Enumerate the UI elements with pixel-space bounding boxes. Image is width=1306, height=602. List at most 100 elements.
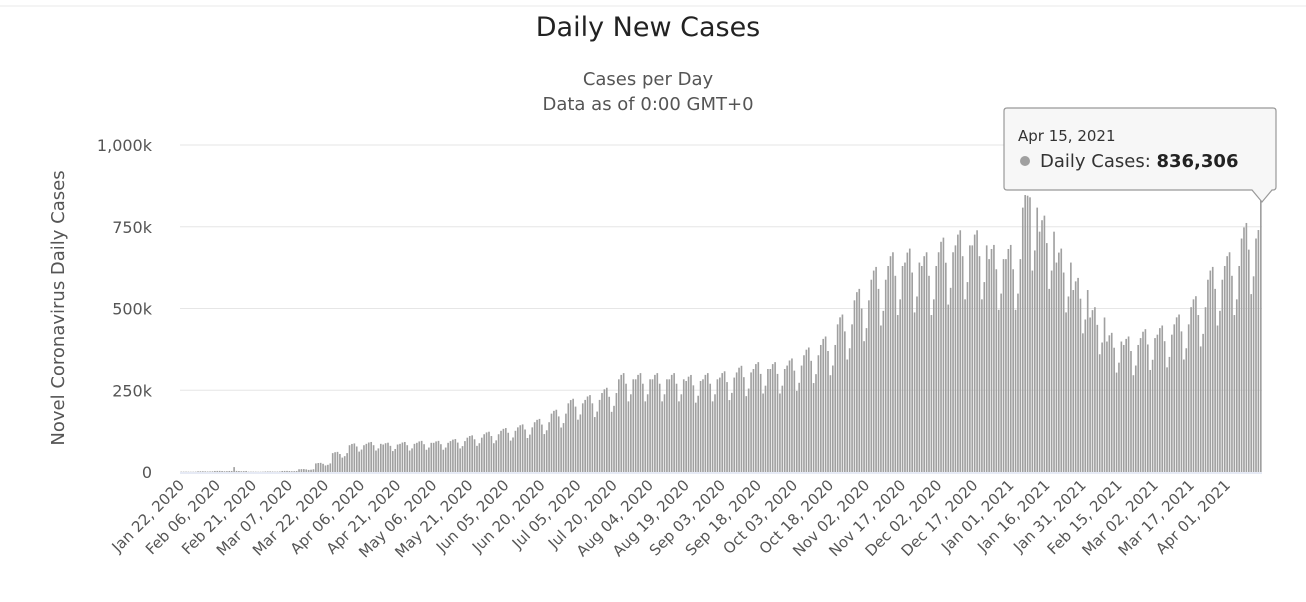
bar-daily-cases[interactable] bbox=[584, 399, 586, 472]
bar-daily-cases[interactable] bbox=[572, 398, 574, 472]
bar-daily-cases[interactable] bbox=[877, 288, 880, 472]
bar-daily-cases[interactable] bbox=[639, 373, 642, 472]
bar-daily-cases[interactable] bbox=[981, 299, 983, 472]
bar-daily-cases[interactable] bbox=[774, 362, 776, 472]
bar-daily-cases[interactable] bbox=[822, 338, 825, 472]
bar-daily-cases[interactable] bbox=[502, 428, 505, 472]
bar-daily-cases[interactable] bbox=[1050, 270, 1053, 472]
bar-daily-cases[interactable] bbox=[1002, 259, 1005, 472]
bar-daily-cases[interactable] bbox=[204, 471, 207, 472]
bar-daily-cases[interactable] bbox=[209, 471, 211, 472]
bar-daily-cases[interactable] bbox=[719, 377, 721, 472]
bar-daily-cases[interactable] bbox=[709, 383, 712, 472]
bar-daily-cases[interactable] bbox=[305, 469, 308, 472]
bar-daily-cases[interactable] bbox=[1207, 279, 1209, 472]
bar-daily-cases[interactable] bbox=[793, 370, 796, 472]
bar-daily-cases[interactable] bbox=[372, 445, 375, 472]
bar-daily-cases[interactable] bbox=[291, 471, 293, 472]
bar-daily-cases[interactable] bbox=[875, 266, 877, 472]
bar-daily-cases[interactable] bbox=[798, 382, 800, 472]
bar-daily-cases[interactable] bbox=[1031, 270, 1034, 472]
bar-daily-cases[interactable] bbox=[353, 443, 356, 472]
bar-daily-cases[interactable] bbox=[1173, 324, 1176, 472]
bar-daily-cases[interactable] bbox=[901, 265, 904, 472]
bar-daily-cases[interactable] bbox=[1110, 332, 1113, 472]
bar-daily-cases[interactable] bbox=[476, 445, 478, 472]
bar-daily-cases[interactable] bbox=[1161, 325, 1164, 473]
bar-daily-cases[interactable] bbox=[762, 393, 764, 472]
bar-daily-cases[interactable] bbox=[1094, 307, 1096, 472]
bar-daily-cases[interactable] bbox=[1245, 222, 1248, 472]
bar-daily-cases[interactable] bbox=[829, 375, 832, 472]
bar-daily-cases[interactable] bbox=[1043, 215, 1046, 472]
bar-daily-cases[interactable] bbox=[723, 371, 726, 472]
bar-daily-cases[interactable] bbox=[574, 406, 577, 472]
bar-daily-cases[interactable] bbox=[218, 470, 221, 472]
bar-daily-cases[interactable] bbox=[1072, 290, 1075, 472]
bar-daily-cases[interactable] bbox=[769, 369, 772, 472]
bar-daily-cases[interactable] bbox=[971, 245, 974, 472]
bar-daily-cases[interactable] bbox=[1074, 281, 1077, 472]
bar-daily-cases[interactable] bbox=[312, 469, 315, 472]
bar-daily-cases[interactable] bbox=[577, 419, 579, 472]
bar-daily-cases[interactable] bbox=[216, 470, 219, 472]
bar-daily-cases[interactable] bbox=[1190, 307, 1192, 472]
bar-daily-cases[interactable] bbox=[286, 470, 288, 472]
bar-daily-cases[interactable] bbox=[293, 471, 296, 472]
bar-daily-cases[interactable] bbox=[805, 349, 808, 472]
bar-daily-cases[interactable] bbox=[755, 364, 757, 472]
bar-daily-cases[interactable] bbox=[1060, 248, 1063, 472]
bar-daily-cases[interactable] bbox=[1009, 244, 1012, 472]
bar-daily-cases[interactable] bbox=[858, 288, 861, 472]
bar-daily-cases[interactable] bbox=[358, 451, 360, 472]
bar-daily-cases[interactable] bbox=[954, 245, 957, 472]
bar-daily-cases[interactable] bbox=[336, 451, 339, 472]
bar-daily-cases[interactable] bbox=[675, 383, 678, 472]
bar-daily-cases[interactable] bbox=[673, 373, 675, 472]
bar-daily-cases[interactable] bbox=[1077, 277, 1079, 472]
bar-daily-cases[interactable] bbox=[1053, 231, 1055, 472]
bar-daily-cases[interactable] bbox=[726, 382, 728, 472]
bar-daily-cases[interactable] bbox=[473, 439, 476, 472]
bar-daily-cases[interactable] bbox=[322, 463, 324, 472]
bar-daily-cases[interactable] bbox=[1055, 262, 1058, 472]
bar-daily-cases[interactable] bbox=[512, 437, 514, 472]
bar-daily-cases[interactable] bbox=[851, 324, 853, 472]
bar-daily-cases[interactable] bbox=[923, 256, 926, 472]
bar-daily-cases[interactable] bbox=[1247, 249, 1250, 472]
bar-daily-cases[interactable] bbox=[1199, 346, 1202, 472]
bar-daily-cases[interactable] bbox=[603, 389, 606, 472]
bar-daily-cases[interactable] bbox=[1101, 342, 1103, 472]
bar-daily-cases[interactable] bbox=[1014, 309, 1017, 472]
bar-daily-cases[interactable] bbox=[976, 230, 978, 472]
bar-daily-cases[interactable] bbox=[1012, 269, 1014, 472]
bar-daily-cases[interactable] bbox=[872, 270, 875, 472]
bar-daily-cases[interactable] bbox=[327, 464, 329, 472]
bar-daily-cases[interactable] bbox=[1151, 359, 1154, 472]
bar-daily-cases[interactable] bbox=[202, 471, 204, 472]
bar-daily-cases[interactable] bbox=[1195, 296, 1197, 472]
bar-daily-cases[interactable] bbox=[351, 443, 353, 472]
bar-daily-cases[interactable] bbox=[1233, 315, 1236, 472]
bar-daily-cases[interactable] bbox=[634, 379, 637, 472]
bar-daily-cases[interactable] bbox=[969, 245, 971, 472]
bar-daily-cases[interactable] bbox=[418, 441, 421, 472]
bar-daily-cases[interactable] bbox=[786, 365, 788, 472]
bar-daily-cases[interactable] bbox=[949, 287, 952, 472]
bar-daily-cases[interactable] bbox=[1091, 310, 1094, 472]
bar-daily-cases[interactable] bbox=[264, 471, 267, 472]
bar-daily-cases[interactable] bbox=[430, 442, 433, 472]
bar-daily-cases[interactable] bbox=[995, 269, 998, 472]
bar-daily-cases[interactable] bbox=[1197, 315, 1200, 472]
bar-daily-cases[interactable] bbox=[228, 470, 231, 472]
bar-daily-cases[interactable] bbox=[464, 441, 466, 472]
bar-daily-cases[interactable] bbox=[620, 374, 623, 472]
bar-daily-cases[interactable] bbox=[404, 441, 406, 472]
bar-daily-cases[interactable] bbox=[206, 471, 209, 472]
bar-daily-cases[interactable] bbox=[399, 443, 401, 472]
bar-daily-cases[interactable] bbox=[444, 447, 447, 472]
bar-daily-cases[interactable] bbox=[1019, 259, 1022, 472]
bar-daily-cases[interactable] bbox=[567, 403, 570, 472]
bar-daily-cases[interactable] bbox=[942, 237, 945, 472]
bar-daily-cases[interactable] bbox=[1255, 238, 1257, 472]
